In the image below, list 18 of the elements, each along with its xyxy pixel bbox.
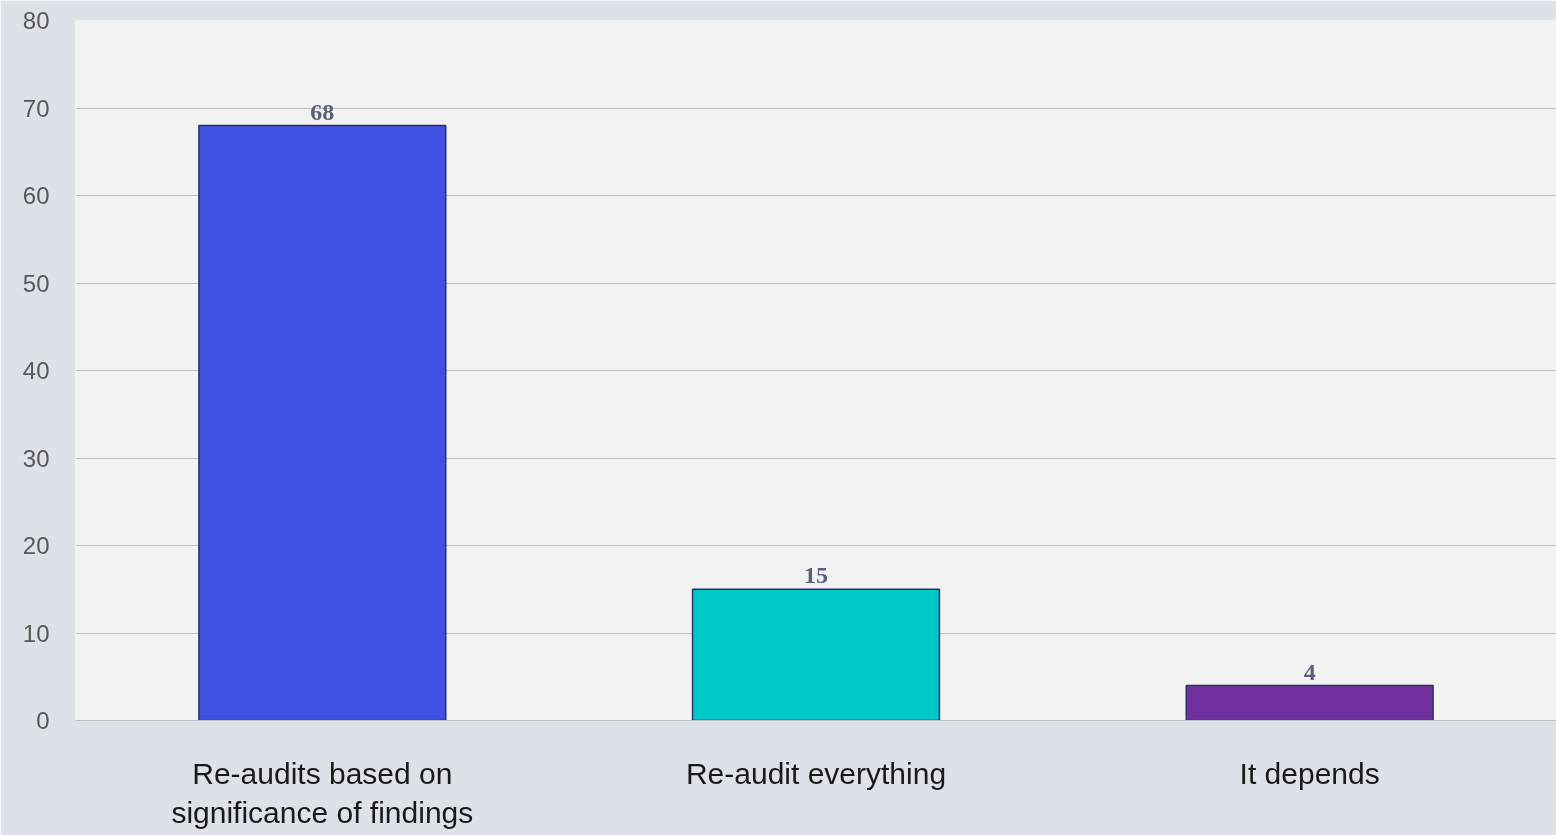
bar: [1185, 684, 1434, 721]
y-tick-label: 0: [36, 707, 50, 734]
y-tick-label: 10: [22, 619, 50, 647]
data-label: 15: [804, 562, 828, 589]
y-tick-label: 50: [22, 269, 50, 297]
y-tick-label: 80: [22, 7, 50, 34]
x-tick-label: Re-audit everything: [685, 756, 947, 790]
data-label: 4: [1303, 658, 1316, 685]
bar: [691, 588, 941, 721]
x-tick-label: Re-audits based on significance of findings: [171, 756, 474, 830]
x-tick-label: It depends: [1239, 756, 1380, 790]
y-tick-label: 70: [22, 94, 50, 122]
y-tick-label: 40: [22, 357, 50, 384]
bar: [198, 124, 447, 721]
y-tick-label: 60: [22, 182, 50, 209]
data-label: 68: [310, 98, 335, 125]
y-tick-label: 30: [22, 444, 50, 472]
y-tick-label: 20: [22, 532, 50, 559]
